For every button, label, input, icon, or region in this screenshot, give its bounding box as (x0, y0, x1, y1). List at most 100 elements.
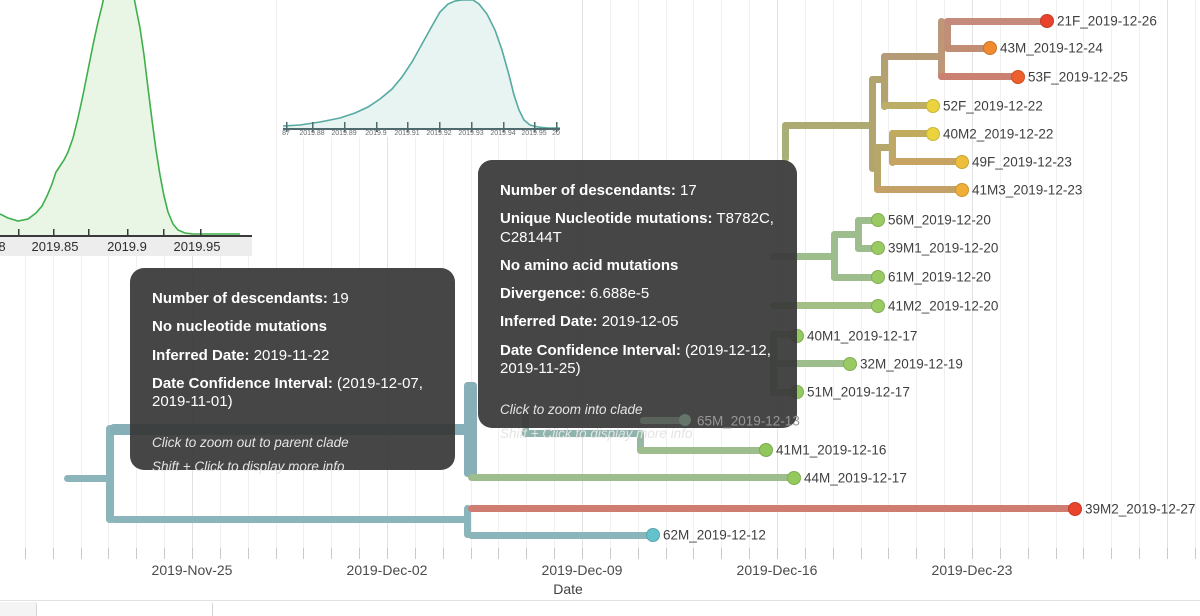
axis-tick (554, 548, 556, 559)
tree-branch[interactable] (881, 53, 945, 60)
tip-dot[interactable] (759, 443, 773, 457)
tip-dot[interactable] (1068, 502, 1082, 516)
axis-tick (359, 548, 361, 559)
tree-branch[interactable] (889, 130, 896, 166)
tree-branch[interactable] (468, 474, 794, 481)
tooltip-hint: Click to zoom out to parent clade (152, 435, 349, 451)
tree-branch[interactable] (889, 130, 933, 137)
axis-tick (247, 548, 249, 559)
plot-tick-label: 2019.9 (107, 239, 147, 254)
tooltip-line: Unique Nucleotide mutations: T8782C, C28… (500, 210, 774, 246)
tree-branch[interactable] (770, 302, 878, 309)
tip-dot[interactable] (955, 155, 969, 169)
tree-branch[interactable] (782, 122, 876, 129)
tip-dot[interactable] (955, 183, 969, 197)
axis-label: 2019-Dec-09 (541, 562, 623, 578)
tip-label: 44M_2019-12-17 (804, 470, 907, 486)
plot-tick-label: 2019.95 (521, 130, 547, 137)
axis-tick (219, 548, 221, 559)
axis-tick (80, 548, 82, 559)
tip-dot[interactable] (843, 357, 857, 371)
tree-branch[interactable] (637, 430, 644, 453)
tree-branch[interactable] (874, 144, 881, 193)
tip-label: 49F_2019-12-23 (972, 154, 1072, 170)
tree-branch[interactable] (874, 186, 962, 193)
tip-label: 43M_2019-12-24 (1000, 40, 1103, 56)
tip-dot[interactable] (871, 213, 885, 227)
tree-branch[interactable] (881, 102, 933, 109)
gridline-day (1111, 0, 1113, 558)
tree-branch[interactable] (770, 253, 838, 260)
tree-branch[interactable] (889, 158, 962, 165)
tip-label: 53F_2019-12-25 (1028, 69, 1128, 85)
gridline-day (1083, 0, 1085, 558)
axis-tick (665, 548, 667, 559)
axis-tick (164, 548, 166, 559)
tooltip-line: No amino acid mutations (500, 256, 679, 274)
axis-tick (52, 548, 54, 559)
tip-label: 41M2_2019-12-20 (888, 298, 999, 314)
plot-tick-label: 2019.94 (490, 130, 516, 137)
tip-dot[interactable] (871, 241, 885, 255)
tree-branch[interactable] (770, 360, 850, 367)
tip-label: 40M2_2019-12-22 (943, 126, 1054, 142)
gridline-day (470, 0, 472, 558)
axis-tick (581, 548, 583, 559)
tree-branch[interactable] (938, 18, 945, 80)
tip-dot-behind-tooltip[interactable] (679, 414, 691, 426)
plot-tick-label: 8 (0, 239, 6, 254)
tip-label: 51M_2019-12-17 (807, 384, 910, 400)
tree-branch[interactable] (468, 505, 1075, 512)
tip-dot[interactable] (646, 528, 660, 542)
tip-dot[interactable] (871, 299, 885, 313)
tree-branch[interactable] (522, 430, 644, 437)
tree-branch[interactable] (855, 217, 878, 224)
axis-tick (331, 548, 333, 559)
tree-branch[interactable] (869, 76, 888, 83)
axis-tick (442, 548, 444, 559)
tree-branch[interactable] (831, 231, 838, 281)
tooltip-line: Number of descendants: 17 (500, 182, 697, 199)
tree-branch[interactable] (110, 516, 470, 523)
axis-tick (971, 548, 973, 559)
tree-branch[interactable] (106, 425, 114, 523)
tree-branch[interactable] (944, 18, 951, 51)
tip-label: 62M_2019-12-12 (663, 527, 766, 543)
tree-branch[interactable] (944, 18, 1047, 25)
tree-branch[interactable] (881, 53, 888, 110)
tree-branch[interactable] (468, 532, 653, 539)
tree-branch[interactable] (938, 73, 1018, 80)
tree-branch-behind-tooltip[interactable] (640, 417, 686, 424)
gridline-day (804, 0, 806, 558)
axis-tick (860, 548, 862, 559)
tip-label: 40M1_2019-12-17 (807, 328, 918, 344)
bottom-gridline-top (36, 603, 37, 616)
tip-dot[interactable] (787, 471, 801, 485)
tree-branch[interactable] (855, 217, 862, 252)
tree-branch[interactable] (637, 447, 766, 454)
tip-dot[interactable] (983, 41, 997, 55)
tree-branch[interactable] (782, 122, 789, 162)
tree-branch[interactable] (64, 475, 114, 482)
tree-branch[interactable] (874, 144, 896, 151)
tree-branch[interactable] (855, 245, 878, 252)
tip-dot[interactable] (926, 99, 940, 113)
tree-branch[interactable] (464, 505, 471, 538)
clade-tooltip-hovered: Number of descendants: 17 Unique Nucleoti… (478, 160, 797, 441)
tree-branch[interactable] (831, 231, 862, 238)
tip-dot[interactable] (1011, 70, 1025, 84)
tip-dot[interactable] (926, 127, 940, 141)
tree-branch[interactable] (831, 274, 878, 281)
tree-branch[interactable] (464, 382, 477, 477)
tree-branch[interactable] (944, 45, 990, 52)
axis-tick (1111, 548, 1113, 559)
tip-dot[interactable] (1040, 14, 1054, 28)
axis-band-left-plot (0, 237, 252, 256)
density-curve-left (0, 0, 252, 239)
axis-tick (470, 548, 472, 559)
tree-branch[interactable] (869, 76, 876, 172)
plot-tick-label: 2019.95 (173, 239, 221, 254)
tip-dot[interactable] (871, 270, 885, 284)
gridline-day (916, 0, 918, 558)
